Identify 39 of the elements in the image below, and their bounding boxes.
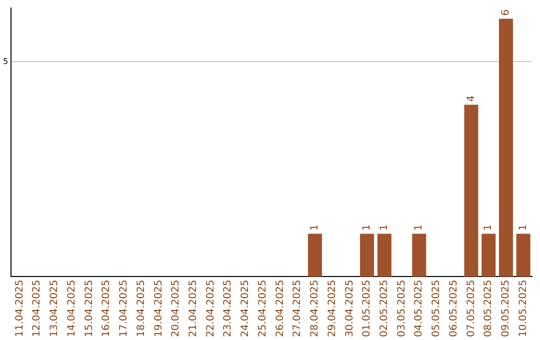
x-tick-label: 30.04.2025 bbox=[344, 280, 356, 338]
x-tick-label: 27.04.2025 bbox=[292, 280, 304, 338]
x-tick-label: 25.04.2025 bbox=[257, 280, 268, 338]
x-tick-label: 07.05.2025 bbox=[466, 280, 477, 338]
data-label: 1 bbox=[379, 224, 390, 231]
x-tick-label: 17.04.2025 bbox=[118, 280, 130, 338]
x-tick-label: 19.04.2025 bbox=[153, 280, 164, 338]
x-tick-label: 11.04.2025 bbox=[14, 280, 26, 338]
x-tick-label: 03.05.2025 bbox=[396, 280, 408, 338]
x-tick-label: 23.04.2025 bbox=[222, 280, 234, 338]
x-tick-label: 10.05.2025 bbox=[518, 280, 529, 338]
x-tick-label: 01.05.2025 bbox=[362, 280, 373, 338]
x-tick-label: 24.04.2025 bbox=[240, 280, 252, 338]
x-tick-label: 02.05.2025 bbox=[379, 280, 390, 338]
x-tick-label: 08.05.2025 bbox=[483, 280, 494, 338]
data-label: 1 bbox=[414, 224, 425, 231]
x-tick-label: 26.04.2025 bbox=[274, 280, 286, 338]
data-label: 4 bbox=[466, 95, 477, 102]
data-label: 1 bbox=[483, 224, 494, 231]
data-label: 1 bbox=[362, 224, 373, 231]
data-label: 6 bbox=[500, 9, 512, 16]
x-tick-label: 22.04.2025 bbox=[205, 280, 216, 338]
x-tick-label: 18.04.2025 bbox=[136, 280, 147, 338]
x-tick-label: 06.05.2025 bbox=[448, 280, 460, 338]
x-tick-label: 05.05.2025 bbox=[431, 280, 442, 338]
x-tick-label: 28.04.2025 bbox=[310, 280, 321, 338]
data-label: 1 bbox=[310, 224, 321, 231]
x-tick-label: 29.04.2025 bbox=[326, 280, 338, 338]
x-tick-label: 13.04.2025 bbox=[49, 280, 60, 338]
x-tick-label: 15.04.2025 bbox=[84, 280, 95, 338]
data-label: 1 bbox=[518, 224, 529, 231]
x-tick-label: 14.04.2025 bbox=[66, 280, 78, 338]
x-tick-label: 12.04.2025 bbox=[32, 280, 43, 338]
y-tick-label: 5 bbox=[2, 56, 8, 66]
x-tick-label: 20.04.2025 bbox=[170, 280, 182, 338]
x-tick-label: 04.05.2025 bbox=[414, 280, 425, 338]
x-tick-label: 16.04.2025 bbox=[101, 280, 112, 338]
x-tick-label: 21.04.2025 bbox=[188, 280, 199, 338]
x-tick-label: 09.05.2025 bbox=[500, 280, 512, 338]
